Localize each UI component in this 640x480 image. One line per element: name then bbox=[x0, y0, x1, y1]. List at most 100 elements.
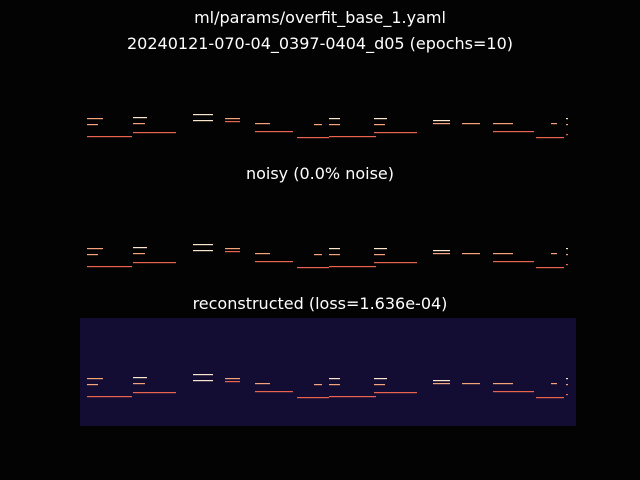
original-pianoroll-panel bbox=[80, 100, 576, 208]
note-bar bbox=[536, 267, 564, 269]
note-bar bbox=[133, 392, 176, 394]
note-bar bbox=[374, 118, 387, 120]
note-bar bbox=[193, 244, 213, 246]
note-bar bbox=[193, 120, 213, 122]
note-bar bbox=[493, 391, 534, 393]
note-bar bbox=[87, 248, 103, 250]
note-bar bbox=[87, 254, 98, 256]
note-bar bbox=[87, 384, 98, 386]
note-bar bbox=[133, 377, 147, 379]
note-bar bbox=[374, 254, 385, 256]
note-bar bbox=[193, 380, 213, 382]
note-bar bbox=[329, 124, 340, 126]
note-bar bbox=[255, 261, 293, 263]
note-bar bbox=[329, 396, 376, 398]
note-bar bbox=[462, 253, 480, 255]
note-bar bbox=[566, 384, 568, 386]
note-bar bbox=[329, 254, 340, 256]
reconstructed-pianoroll bbox=[80, 318, 576, 426]
note-bar bbox=[566, 254, 568, 256]
noisy-pianoroll-panel bbox=[80, 230, 576, 338]
note-bar bbox=[374, 248, 387, 250]
note-bar bbox=[87, 118, 103, 120]
note-bar bbox=[374, 132, 417, 134]
note-bar bbox=[87, 396, 132, 398]
note-bar bbox=[462, 123, 480, 125]
note-bar bbox=[133, 123, 145, 125]
note-bar bbox=[193, 114, 213, 116]
note-bar bbox=[133, 247, 147, 249]
note-bar bbox=[374, 124, 385, 126]
reconstructed-pianoroll-panel bbox=[80, 318, 576, 426]
note-bar bbox=[374, 392, 417, 394]
note-bar bbox=[133, 262, 176, 264]
note-bar bbox=[566, 264, 568, 266]
note-bar bbox=[255, 123, 270, 125]
note-bar bbox=[133, 253, 145, 255]
noisy-panel-label: noisy (0.0% noise) bbox=[245, 164, 395, 183]
note-bar bbox=[87, 124, 98, 126]
note-bar bbox=[493, 261, 534, 263]
note-bar bbox=[314, 384, 322, 386]
figure-title-config: ml/params/overfit_base_1.yaml bbox=[194, 8, 446, 27]
note-bar bbox=[133, 132, 176, 134]
note-bar bbox=[433, 380, 450, 382]
note-bar bbox=[314, 254, 322, 256]
note-bar bbox=[433, 120, 450, 122]
note-bar bbox=[255, 131, 293, 133]
note-bar bbox=[255, 253, 270, 255]
note-bar bbox=[225, 121, 240, 123]
note-bar bbox=[133, 117, 147, 119]
note-bar bbox=[225, 378, 240, 380]
note-bar bbox=[133, 383, 145, 385]
note-bar bbox=[314, 124, 322, 126]
note-bar bbox=[374, 384, 385, 386]
note-bar bbox=[433, 383, 450, 385]
note-bar bbox=[566, 378, 568, 380]
note-bar bbox=[329, 136, 376, 138]
note-bar bbox=[493, 131, 534, 133]
note-bar bbox=[551, 253, 557, 255]
note-bar bbox=[374, 378, 387, 380]
noisy-pianoroll bbox=[87, 244, 568, 269]
note-bar bbox=[433, 253, 450, 255]
note-bar bbox=[297, 397, 329, 399]
note-bar bbox=[433, 123, 450, 125]
note-bar bbox=[193, 250, 213, 252]
note-bar bbox=[551, 383, 557, 385]
reconstructed-panel-label: reconstructed (loss=1.636e-04) bbox=[192, 294, 448, 313]
note-bar bbox=[493, 123, 513, 125]
figure-title-run: 20240121-070-04_0397-0404_d05 (epochs=10… bbox=[126, 34, 513, 53]
note-bar bbox=[225, 381, 240, 383]
note-bar bbox=[536, 137, 564, 139]
note-bar bbox=[566, 134, 568, 136]
note-bar bbox=[329, 378, 340, 380]
note-bar bbox=[297, 137, 329, 139]
note-bar bbox=[87, 136, 132, 138]
note-bar bbox=[566, 118, 568, 120]
note-bar bbox=[433, 250, 450, 252]
note-bar bbox=[536, 397, 564, 399]
note-bar bbox=[225, 251, 240, 253]
note-bar bbox=[87, 378, 103, 380]
note-bar bbox=[193, 374, 213, 376]
note-bar bbox=[493, 253, 513, 255]
note-bar bbox=[87, 266, 132, 268]
note-bar bbox=[462, 383, 480, 385]
note-bar bbox=[566, 124, 568, 126]
note-bar bbox=[255, 383, 270, 385]
note-bar bbox=[374, 262, 417, 264]
note-bar bbox=[297, 267, 329, 269]
note-bar bbox=[255, 391, 293, 393]
note-bar bbox=[329, 248, 340, 250]
note-bar bbox=[225, 248, 240, 250]
note-bar bbox=[329, 266, 376, 268]
note-bar bbox=[493, 383, 513, 385]
reconstructed-background bbox=[80, 318, 576, 426]
note-bar bbox=[566, 248, 568, 250]
note-bar bbox=[329, 384, 340, 386]
original-pianoroll bbox=[87, 114, 568, 139]
note-bar bbox=[551, 123, 557, 125]
note-bar bbox=[225, 118, 240, 120]
note-bar bbox=[329, 118, 340, 120]
